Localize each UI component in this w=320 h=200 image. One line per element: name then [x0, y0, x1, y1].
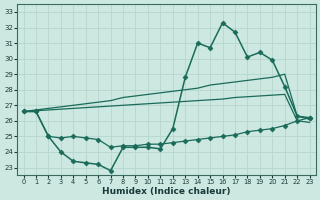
- X-axis label: Humidex (Indice chaleur): Humidex (Indice chaleur): [102, 187, 231, 196]
